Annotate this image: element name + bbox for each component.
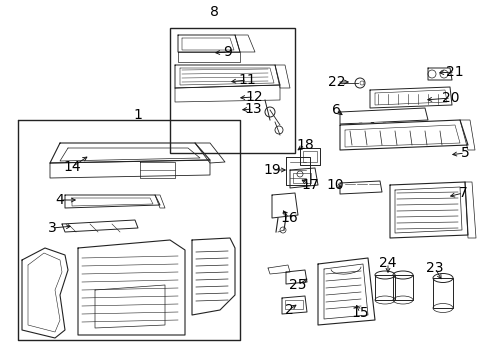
Text: 25: 25	[289, 278, 306, 292]
Text: 3: 3	[47, 221, 56, 235]
Text: 10: 10	[325, 178, 343, 192]
Text: 15: 15	[350, 306, 368, 320]
Text: 14: 14	[63, 160, 81, 174]
Text: 7: 7	[458, 186, 467, 200]
Text: 22: 22	[327, 75, 345, 89]
Text: 23: 23	[426, 261, 443, 275]
Text: 11: 11	[238, 73, 255, 87]
Bar	[285, 300, 303, 309]
Text: 16: 16	[280, 211, 297, 225]
Text: 21: 21	[445, 65, 463, 79]
Text: 18: 18	[296, 138, 313, 152]
Text: 2: 2	[284, 303, 293, 317]
Text: 24: 24	[379, 256, 396, 270]
Text: 17: 17	[301, 178, 318, 192]
Bar	[292, 173, 310, 183]
Text: 4: 4	[56, 193, 64, 207]
Text: 8: 8	[209, 5, 218, 19]
Text: 13: 13	[244, 102, 261, 116]
Bar	[170, 28, 294, 153]
Text: 12: 12	[244, 90, 262, 104]
Text: 5: 5	[460, 146, 468, 160]
Text: 1: 1	[133, 108, 142, 122]
Text: 20: 20	[441, 91, 459, 105]
Text: 6: 6	[331, 103, 340, 117]
Text: 9: 9	[223, 45, 232, 59]
Text: 19: 19	[263, 163, 280, 177]
Bar	[303, 151, 316, 162]
